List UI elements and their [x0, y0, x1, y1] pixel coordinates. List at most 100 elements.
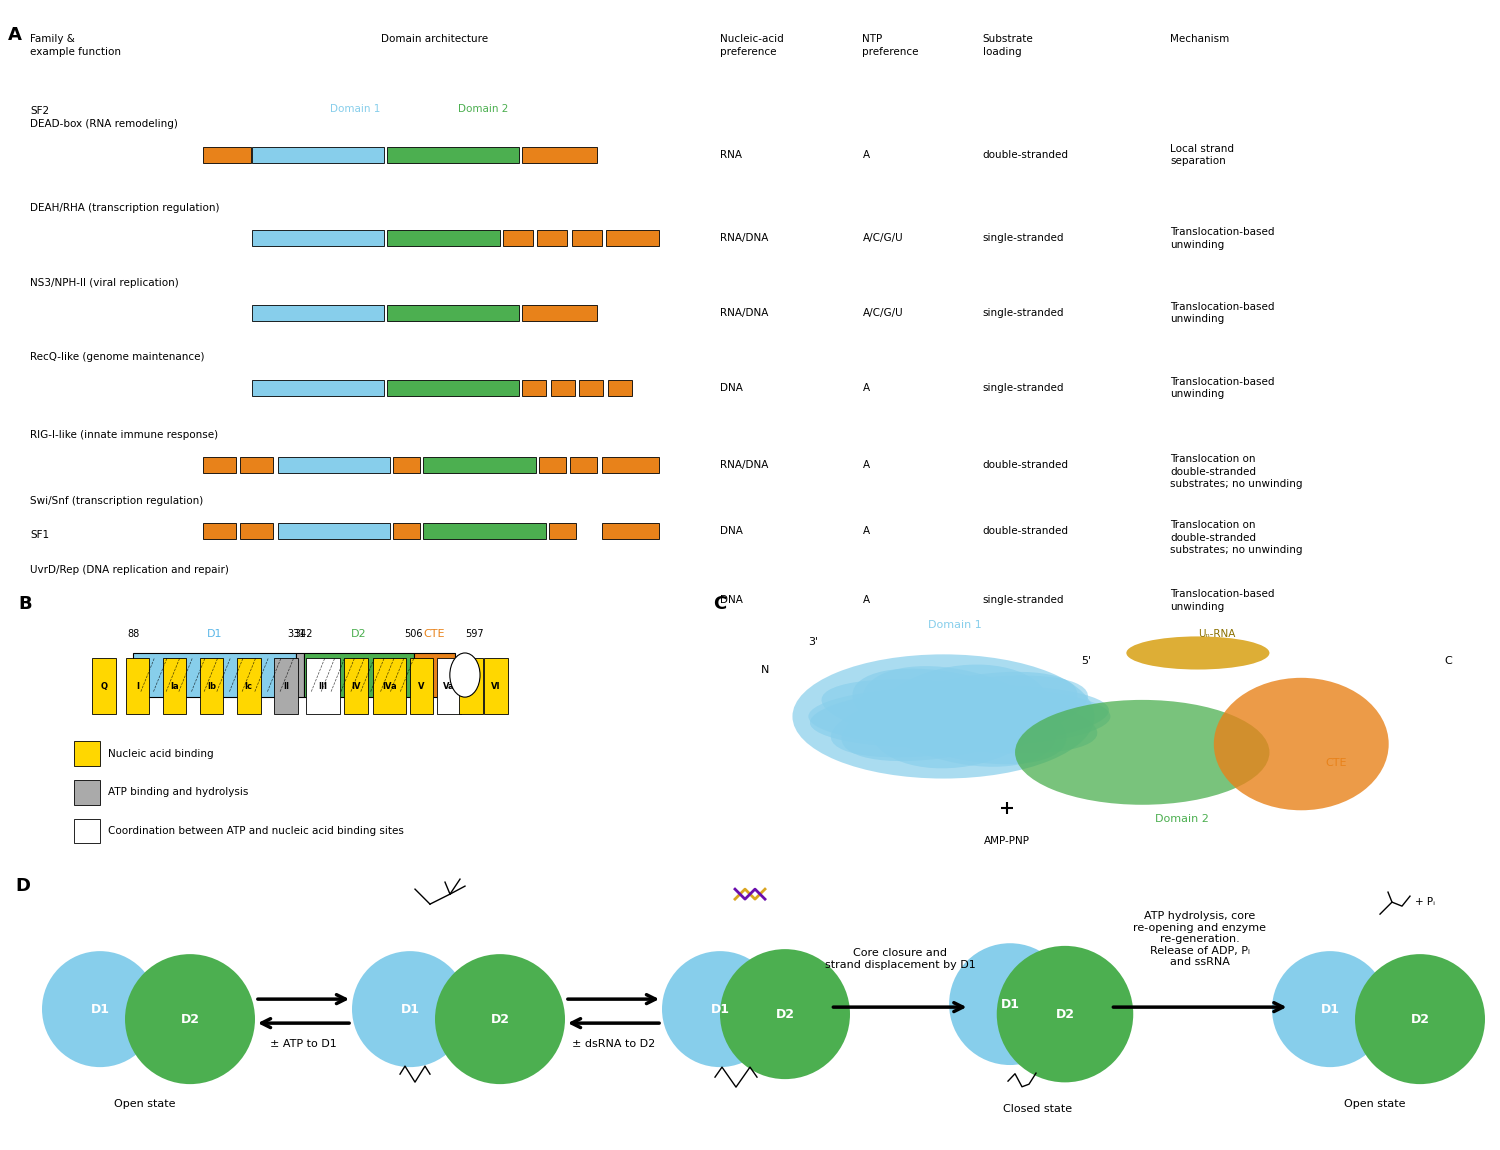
Ellipse shape	[810, 685, 1108, 748]
Text: double-stranded: double-stranded	[982, 460, 1068, 470]
Text: NTP
preference: NTP preference	[862, 34, 919, 56]
Bar	[278, 457, 390, 474]
Bar	[393, 457, 420, 474]
Text: RIG-I-like (innate immune response): RIG-I-like (innate immune response)	[30, 430, 217, 439]
Bar	[393, 523, 420, 539]
Text: II: II	[284, 682, 290, 691]
Bar	[75, 780, 100, 805]
Ellipse shape	[831, 675, 1088, 758]
Text: D1: D1	[400, 1003, 420, 1015]
Text: DEAH/RHA (transcription regulation): DEAH/RHA (transcription regulation)	[30, 202, 219, 213]
Bar	[602, 523, 658, 539]
Text: Coordination between ATP and nucleic acid binding sites: Coordination between ATP and nucleic aci…	[108, 826, 404, 836]
Bar	[387, 230, 500, 246]
Bar	[92, 659, 116, 714]
Text: Va: Va	[442, 682, 454, 691]
Text: C: C	[712, 595, 726, 613]
Bar	[345, 659, 368, 714]
Text: 5': 5'	[1082, 657, 1092, 666]
Ellipse shape	[1214, 677, 1389, 811]
Text: Vb: Vb	[465, 682, 477, 691]
Text: V: V	[419, 682, 424, 691]
Text: 342: 342	[294, 629, 314, 639]
Ellipse shape	[1016, 700, 1269, 805]
Ellipse shape	[852, 668, 1066, 765]
Text: D1: D1	[1320, 1003, 1340, 1015]
Bar	[537, 230, 567, 246]
Bar	[237, 659, 261, 714]
Text: + Pᵢ: + Pᵢ	[1414, 897, 1436, 907]
Bar	[252, 146, 384, 162]
Bar	[75, 819, 100, 843]
Text: CTE: CTE	[423, 629, 445, 639]
Text: Substrate
loading: Substrate loading	[982, 34, 1033, 56]
Text: CTE: CTE	[1324, 758, 1347, 768]
Circle shape	[1354, 954, 1485, 1084]
Text: Domain 1: Domain 1	[927, 620, 981, 630]
Text: RNA: RNA	[720, 150, 742, 160]
Bar	[484, 659, 507, 714]
Text: Translocation on
double-stranded
substrates; no unwinding: Translocation on double-stranded substra…	[1170, 520, 1302, 555]
Bar	[378, 592, 405, 608]
Text: Translocation-based
unwinding: Translocation-based unwinding	[1170, 228, 1275, 250]
Bar	[252, 380, 384, 396]
Text: ± ATP to D1: ± ATP to D1	[270, 1040, 338, 1049]
Ellipse shape	[862, 666, 1056, 767]
Text: 597: 597	[465, 629, 484, 639]
Text: Translocation-based
unwinding: Translocation-based unwinding	[1170, 301, 1275, 324]
Circle shape	[720, 949, 850, 1079]
Text: Q: Q	[100, 682, 108, 691]
Ellipse shape	[792, 654, 1095, 779]
Text: 88: 88	[128, 629, 140, 639]
Text: RecQ-like (genome maintenance): RecQ-like (genome maintenance)	[30, 352, 204, 362]
Text: D1: D1	[90, 1003, 110, 1015]
Text: B: B	[18, 595, 33, 613]
Text: VI: VI	[490, 682, 501, 691]
Text: Domain 1: Domain 1	[330, 104, 381, 114]
Bar	[134, 653, 297, 697]
Text: III: III	[318, 682, 327, 691]
Text: Ic: Ic	[244, 682, 252, 691]
Text: SF2: SF2	[30, 106, 50, 116]
Bar	[387, 305, 519, 321]
Circle shape	[996, 945, 1134, 1082]
Ellipse shape	[1126, 636, 1269, 669]
Text: Ib: Ib	[207, 682, 216, 691]
Text: RNA/DNA: RNA/DNA	[720, 233, 768, 243]
Bar	[304, 653, 414, 697]
Text: RNA/DNA: RNA/DNA	[720, 308, 768, 317]
Bar	[503, 230, 532, 246]
Ellipse shape	[450, 653, 480, 697]
Text: DEAD-box (RNA remodeling): DEAD-box (RNA remodeling)	[30, 120, 178, 129]
Bar	[240, 523, 273, 539]
Text: single-stranded: single-stranded	[982, 596, 1064, 605]
Bar	[494, 592, 526, 608]
Bar	[570, 592, 618, 608]
Bar	[459, 659, 483, 714]
Text: Uₙ-RNA: Uₙ-RNA	[1198, 629, 1236, 638]
Text: Domain 2: Domain 2	[1155, 813, 1209, 823]
Text: IV: IV	[351, 682, 361, 691]
Bar	[202, 592, 244, 608]
Bar	[436, 659, 460, 714]
Bar	[306, 659, 339, 714]
Text: Domain architecture: Domain architecture	[381, 34, 489, 45]
Bar	[572, 230, 602, 246]
Text: 331: 331	[288, 629, 306, 639]
Bar	[202, 523, 236, 539]
Text: Closed state: Closed state	[1004, 1104, 1072, 1114]
Text: A: A	[862, 596, 870, 605]
Text: single-stranded: single-stranded	[982, 383, 1064, 392]
Bar	[374, 659, 406, 714]
Bar	[387, 380, 519, 396]
Bar	[579, 380, 603, 396]
Text: DNA: DNA	[720, 596, 742, 605]
Text: D1: D1	[711, 1003, 729, 1015]
Bar	[252, 305, 384, 321]
Bar	[200, 659, 223, 714]
Bar	[570, 457, 597, 474]
Text: D2: D2	[1410, 1013, 1430, 1026]
Bar	[75, 742, 100, 766]
Bar	[202, 146, 250, 162]
Bar	[274, 659, 297, 714]
